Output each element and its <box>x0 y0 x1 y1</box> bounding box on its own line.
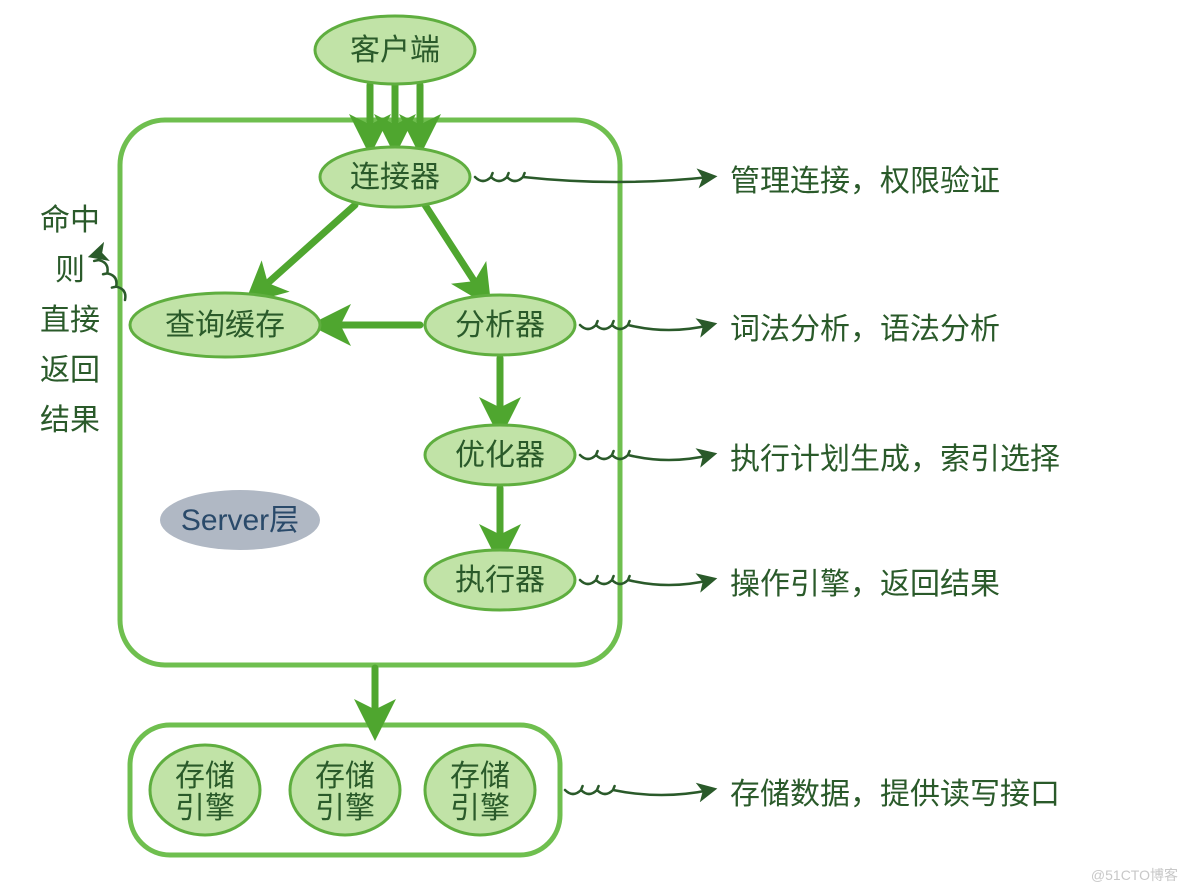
mysql-architecture-diagram: 客户端连接器查询缓存分析器优化器执行器存储引擎存储引擎存储引擎 Server层 … <box>0 0 1184 888</box>
node-parser: 分析器 <box>425 295 575 355</box>
svg-text:连接器: 连接器 <box>350 161 440 194</box>
nodes: 客户端连接器查询缓存分析器优化器执行器存储引擎存储引擎存储引擎 <box>130 16 575 835</box>
node-client: 客户端 <box>315 16 475 84</box>
svg-text:执行器: 执行器 <box>455 564 545 597</box>
svg-text:引擎: 引擎 <box>450 792 510 825</box>
svg-text:词法分析，语法分析: 词法分析，语法分析 <box>730 313 1000 346</box>
watermark: @51CTO博客 <box>1091 867 1178 883</box>
annotation-connector: 管理连接，权限验证 <box>475 165 1000 198</box>
annotation-executor: 操作引擎，返回结果 <box>580 568 1000 601</box>
svg-text:引擎: 引擎 <box>175 792 235 825</box>
svg-text:存储: 存储 <box>315 760 375 793</box>
cache-hit-line-3: 返回 <box>40 354 100 387</box>
svg-text:存储数据，提供读写接口: 存储数据，提供读写接口 <box>730 778 1060 811</box>
cache-hit-line-1: 则 <box>55 254 85 287</box>
annotation-parser: 词法分析，语法分析 <box>580 313 1000 346</box>
annotation-optimizer: 执行计划生成，索引选择 <box>580 443 1060 476</box>
annotation-storage: 存储数据，提供读写接口 <box>565 778 1060 811</box>
cache-hit-line-0: 命中 <box>40 204 100 237</box>
svg-text:查询缓存: 查询缓存 <box>165 309 285 342</box>
node-executor: 执行器 <box>425 550 575 610</box>
svg-text:优化器: 优化器 <box>455 439 545 472</box>
svg-text:存储: 存储 <box>450 760 510 793</box>
node-storage1: 存储引擎 <box>150 745 260 835</box>
svg-text:Server层: Server层 <box>181 504 299 537</box>
connector-to-parser <box>425 205 480 290</box>
cache-hit-note: 命中则直接返回结果 <box>40 204 125 437</box>
svg-text:分析器: 分析器 <box>455 309 545 342</box>
svg-text:执行计划生成，索引选择: 执行计划生成，索引选择 <box>730 443 1060 476</box>
svg-text:管理连接，权限验证: 管理连接，权限验证 <box>730 165 1000 198</box>
svg-text:存储: 存储 <box>175 760 235 793</box>
svg-text:客户端: 客户端 <box>350 34 440 67</box>
connector-to-cache <box>260 205 355 290</box>
cache-hit-line-4: 结果 <box>40 404 100 437</box>
node-connector: 连接器 <box>320 147 470 207</box>
node-storage3: 存储引擎 <box>425 745 535 835</box>
svg-text:操作引擎，返回结果: 操作引擎，返回结果 <box>730 568 1000 601</box>
cache-hit-line-2: 直接 <box>40 304 100 337</box>
annotations: 管理连接，权限验证词法分析，语法分析执行计划生成，索引选择操作引擎，返回结果存储… <box>475 165 1060 811</box>
node-optimizer: 优化器 <box>425 425 575 485</box>
svg-text:引擎: 引擎 <box>315 792 375 825</box>
server-layer-label: Server层 <box>160 490 320 550</box>
node-cache: 查询缓存 <box>130 293 320 357</box>
node-storage2: 存储引擎 <box>290 745 400 835</box>
